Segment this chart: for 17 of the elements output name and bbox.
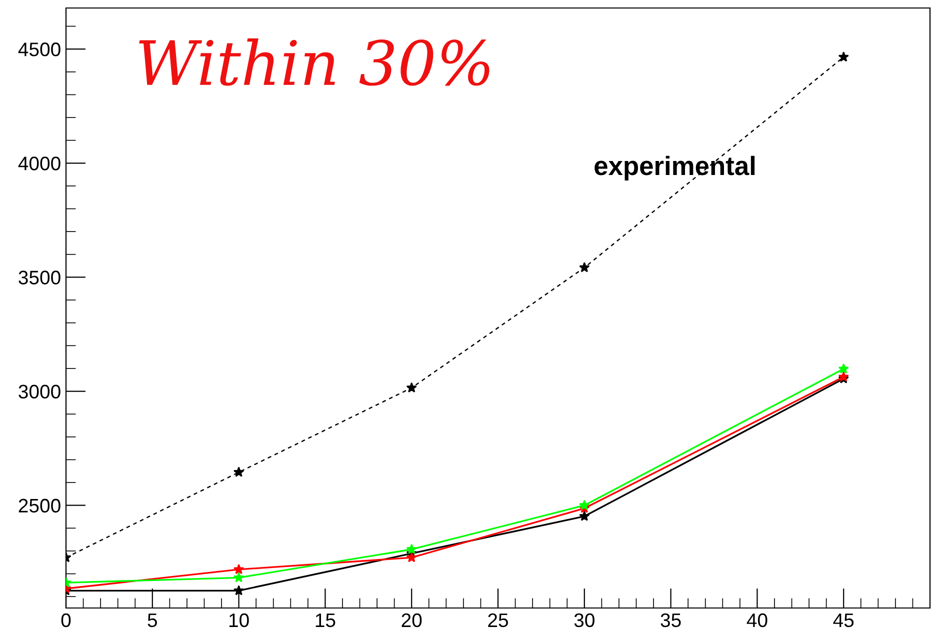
x-tick-label: 5 bbox=[148, 614, 157, 628]
series-label: experimental bbox=[594, 156, 755, 180]
annotation: Within 30% bbox=[139, 38, 490, 86]
x-tick-label: 45 bbox=[833, 614, 854, 628]
x-tick-label: 35 bbox=[660, 613, 681, 628]
y-tick-label: 3500 bbox=[18, 270, 60, 284]
y-tick-label: 2500 bbox=[18, 498, 60, 513]
x-tick-label: 15 bbox=[316, 614, 336, 628]
x-tick-label: 40 bbox=[746, 613, 768, 628]
y-tick-label: 4500 bbox=[18, 42, 60, 56]
x-tick-label: 30 bbox=[574, 613, 594, 628]
x-tick-label: 0 bbox=[61, 613, 71, 628]
y-tick-label: 3000 bbox=[18, 384, 60, 399]
x-tick-label: 25 bbox=[488, 613, 508, 628]
x-tick-label: 10 bbox=[229, 613, 249, 628]
y-tick-label: 4000 bbox=[18, 156, 60, 170]
x-tick-label: 20 bbox=[402, 613, 422, 628]
